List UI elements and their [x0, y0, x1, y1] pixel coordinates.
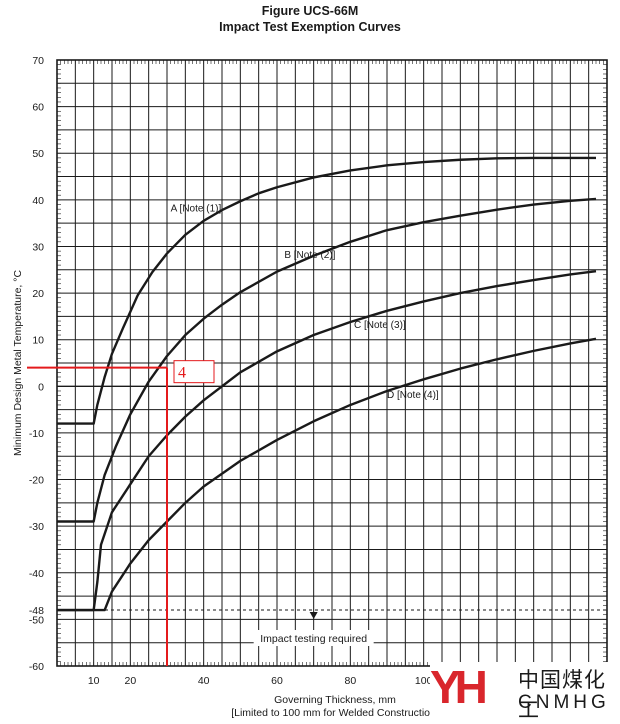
- logo-mark: YH: [430, 661, 488, 713]
- curve-c: [57, 269, 597, 612]
- curve-label-b: B [Note (2)]: [284, 250, 335, 261]
- y-tick-label: -48: [29, 605, 44, 617]
- x-tick-label: 80: [344, 675, 356, 687]
- y-tick-label: -40: [29, 568, 44, 580]
- y-tick-label: 40: [32, 195, 44, 207]
- y-tick-label: 70: [32, 55, 44, 67]
- y-tick-label: 20: [32, 288, 44, 300]
- impact-testing-label: Impact testing required: [260, 633, 367, 645]
- chart-subtitle: Impact Test Exemption Curves: [219, 20, 401, 34]
- x-axis-note: [Limited to 100 mm for Welded Constructi…: [231, 707, 439, 719]
- curve-b: [57, 197, 597, 523]
- y-tick-label: -50: [29, 614, 44, 626]
- y-tick-label: 30: [32, 241, 44, 253]
- x-tick-label: 40: [198, 675, 210, 687]
- x-tick-label: 100: [415, 675, 433, 687]
- y-tick-label: -20: [29, 475, 44, 487]
- y-tick-label: 50: [32, 148, 44, 160]
- y-axis-label: Minimum Design Metal Temperature, °C: [12, 270, 24, 456]
- x-axis-label: Governing Thickness, mm: [274, 694, 396, 706]
- y-tick-label: 10: [32, 335, 44, 347]
- y-tick-label: -60: [29, 661, 44, 673]
- curve-label-a: A [Note (1)]: [171, 204, 222, 215]
- annotation-background: [253, 630, 374, 646]
- x-tick-label: 60: [271, 675, 283, 687]
- y-tick-label: -10: [29, 428, 44, 440]
- curve-d: [57, 337, 597, 612]
- x-tick-label: 10: [88, 675, 100, 687]
- curve-label-d: D [Note (4)]: [387, 390, 439, 401]
- arrow-down-icon: [309, 612, 318, 620]
- watermark-logo: YH 中国煤化工 CNMHG: [430, 661, 616, 722]
- y-tick-label: 60: [32, 102, 44, 114]
- y-tick-label: -30: [29, 521, 44, 533]
- curve-label-c: C [Note (3)]: [354, 320, 406, 331]
- reading-value-box: [173, 360, 215, 384]
- x-tick-label: 20: [124, 675, 136, 687]
- reading-value-label: 4: [178, 365, 186, 382]
- logo-name-cn: 中国煤化工: [518, 668, 606, 722]
- chart-title: Figure UCS-66M: [261, 4, 359, 18]
- curve-a: [57, 156, 596, 425]
- y-tick-label: 0: [38, 381, 44, 393]
- logo-name-en: CNMHG: [518, 692, 610, 713]
